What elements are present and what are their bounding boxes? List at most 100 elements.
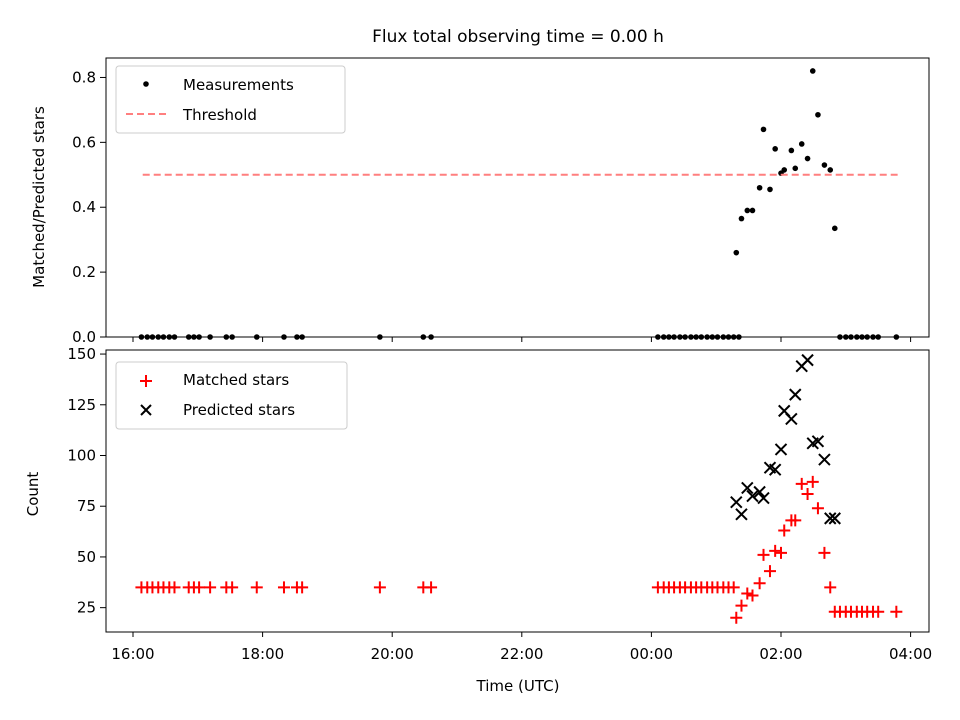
- matched-point: [735, 599, 748, 612]
- legend-measurements-marker: [143, 81, 149, 87]
- panel-ratio: 0.00.20.40.60.8 Matched/Predicted stars …: [30, 57, 930, 346]
- panel-count-frame: [105, 349, 930, 633]
- matched-point: [757, 548, 770, 561]
- matched-point: [425, 581, 438, 594]
- measurement-point: [831, 225, 838, 232]
- matched-point: [730, 611, 743, 624]
- measurement-point: [733, 249, 740, 256]
- x-tick-label: 04:00: [889, 645, 932, 663]
- measurement-point: [738, 215, 745, 222]
- matched-point: [811, 502, 824, 515]
- matched-point: [193, 581, 206, 594]
- legend-matched-label: Matched stars: [183, 371, 289, 389]
- y-tick-label: 0.8: [72, 68, 96, 86]
- matched-point: [741, 587, 754, 600]
- matched-point: [890, 605, 903, 618]
- measurement-point: [744, 207, 751, 214]
- matched-point: [250, 581, 263, 594]
- matched-point: [824, 581, 837, 594]
- count-legend: Matched stars Predicted stars: [115, 361, 348, 430]
- predicted-point: [735, 508, 748, 521]
- matched-point: [775, 546, 787, 559]
- legend-measurements-label: Measurements: [183, 76, 294, 94]
- measurement-point: [767, 186, 773, 193]
- matched-point: [801, 488, 814, 501]
- predicted-point: [774, 443, 788, 456]
- chart-title: Flux total observing time = 0.00 h: [372, 27, 664, 47]
- predicted-point: [768, 463, 782, 476]
- matched-point: [168, 581, 181, 594]
- measurement-point: [749, 207, 756, 214]
- predicted-point: [730, 495, 743, 509]
- x-tick-label: 02:00: [759, 645, 802, 663]
- measurement-point: [781, 167, 788, 173]
- predicted-point: [818, 453, 831, 466]
- x-tick-label: 22:00: [500, 645, 543, 663]
- ratio-legend: Measurements Threshold: [115, 65, 346, 134]
- predicted-point: [746, 489, 759, 503]
- matched-point: [226, 581, 239, 594]
- predicted-point: [801, 353, 814, 367]
- measurement-point: [809, 68, 816, 74]
- matched-point: [778, 524, 791, 537]
- y-tick-label: 0.6: [72, 133, 96, 151]
- ratio-legend-box: [115, 65, 346, 134]
- predicted-point: [753, 485, 766, 499]
- y-tick-label: 0.4: [72, 198, 96, 216]
- x-tick-label: 16:00: [111, 645, 154, 663]
- legend-matched-marker: [140, 375, 152, 387]
- x-tick-label: 20:00: [371, 645, 414, 663]
- matched-point: [204, 581, 217, 594]
- count-legend-box: [115, 361, 348, 430]
- matched-point: [727, 581, 740, 594]
- predicted-point: [757, 491, 770, 505]
- count-marks: [135, 353, 903, 624]
- measurement-point: [760, 126, 767, 133]
- matched-point: [806, 475, 819, 488]
- y-tick-label: 75: [77, 497, 96, 515]
- y-tick-label: 100: [67, 446, 96, 464]
- matched-point: [373, 581, 386, 594]
- measurement-point: [827, 167, 834, 173]
- predicted-point: [828, 512, 841, 525]
- legend-predicted-label: Predicted stars: [183, 401, 295, 419]
- matched-point: [818, 546, 831, 559]
- matched-point: [296, 581, 309, 594]
- ratio-ylabel: Matched/Predicted stars: [30, 106, 48, 288]
- legend-predicted-marker: [140, 404, 152, 416]
- y-tick-label: 150: [67, 345, 96, 363]
- measurement-point: [792, 165, 799, 172]
- panel-ratio-frame: [105, 57, 930, 338]
- measurement-point: [756, 184, 763, 191]
- y-tick-label: 0.0: [72, 328, 96, 346]
- x-tick-label: 00:00: [630, 645, 673, 663]
- measurement-point: [772, 146, 778, 152]
- y-tick-label: 125: [67, 396, 96, 414]
- predicted-point: [811, 435, 825, 448]
- measurement-point: [788, 147, 795, 154]
- x-tick-label: 18:00: [241, 645, 284, 663]
- matched-point: [746, 589, 759, 602]
- y-tick-label: 25: [77, 599, 96, 617]
- count-ylabel: Count: [24, 472, 42, 517]
- panel-count: 25 50 75 100 125 150 16:00 18:00 20:00 22:00 00:00…: [24, 345, 932, 663]
- predicted-point: [785, 412, 798, 426]
- legend-threshold-label: Threshold: [182, 106, 257, 124]
- matched-point: [795, 477, 808, 490]
- matched-point: [789, 514, 802, 527]
- measurement-point: [821, 162, 828, 168]
- predicted-point: [824, 512, 837, 525]
- x-axis-label: Time (UTC): [476, 677, 560, 695]
- matched-point: [763, 565, 776, 578]
- predicted-point: [789, 388, 802, 401]
- matched-point: [277, 581, 290, 594]
- predicted-point: [741, 481, 754, 495]
- measurement-point: [815, 111, 821, 118]
- measurement-point: [804, 155, 811, 162]
- ratio-axes: 0.0 0.2 0.4 0.6 0.8: [72, 68, 912, 346]
- measurement-point: [798, 141, 805, 147]
- ratio-marks: [138, 68, 900, 340]
- matched-point: [872, 605, 885, 618]
- matched-point: [753, 577, 766, 590]
